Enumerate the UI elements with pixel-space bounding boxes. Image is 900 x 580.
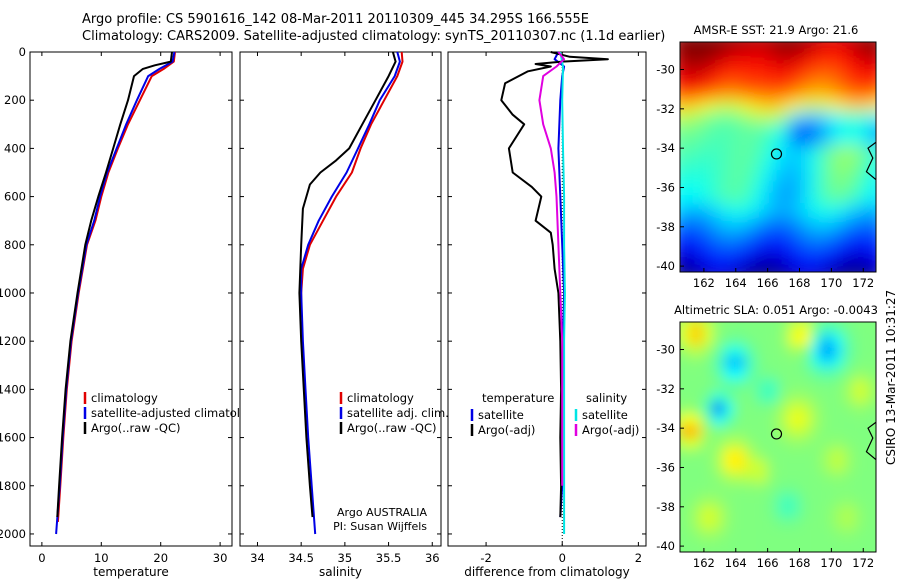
y-tick-label: 1400 [0, 382, 26, 396]
legend-label: Argo(-adj) [582, 423, 639, 437]
map-y-tick-label: -32 [656, 102, 675, 116]
map-x-tick-label: 164 [725, 556, 747, 570]
map-x-tick-label: 168 [789, 556, 811, 570]
legend-label: Argo(-adj) [478, 423, 535, 437]
y-tick-label: 800 [4, 238, 26, 252]
x-tick-label: 0 [559, 551, 566, 565]
x-tick-label: 20 [153, 551, 168, 565]
map-panel-2: Altimetric SLA: 0.051 Argo: -0.0043 162 16… [656, 303, 878, 570]
x-tick-label: 34 [250, 551, 265, 565]
annotation-text: PI: Susan Wijffels [333, 520, 427, 533]
legend-label: satellite-adjusted climatolog [91, 406, 254, 420]
map-x-tick-label: 166 [757, 556, 779, 570]
x-axis-label: salinity [319, 565, 362, 579]
legend-group-heading: temperature [482, 391, 554, 405]
y-tick-label: 200 [4, 93, 26, 107]
y-tick-label: 1800 [0, 479, 26, 493]
y-tick-label: 2000 [0, 527, 26, 541]
x-tick-label: 35 [338, 551, 353, 565]
map-x-tick-label: 170 [820, 276, 842, 290]
legend-label: Argo(..raw -QC) [91, 421, 181, 435]
y-tick-label: 600 [4, 190, 26, 204]
profile-panel-2: 34 34.5 35 35.5 36 salinity climatologysatelli… [239, 51, 449, 579]
map-field [680, 42, 876, 272]
map-y-tick-label: -30 [656, 343, 675, 357]
map-x-tick-label: 172 [852, 556, 874, 570]
legend-label: satellite [582, 408, 628, 422]
map-y-tick-label: -32 [656, 382, 675, 396]
map-y-tick-label: -36 [656, 180, 675, 194]
series-line-argo-raw-qc- [298, 51, 397, 518]
map-y-tick-label: -38 [656, 220, 675, 234]
map-y-tick-label: -30 [656, 63, 675, 77]
map-x-tick-label: 166 [757, 276, 779, 290]
series-line-climatology [300, 51, 404, 318]
series-line-temperature-argo-adj- [500, 51, 609, 518]
map-frame [679, 321, 877, 553]
map-y-tick-label: -34 [656, 421, 675, 435]
series-line-satellite-adj-clim- [300, 51, 401, 535]
y-tick-label: 1000 [0, 286, 26, 300]
x-tick-label: 36 [425, 551, 440, 565]
map-panel-1: AMSR-E SST: 21.9 Argo: 21.6 162 164 166 168 1… [656, 23, 877, 290]
map-y-tick-label: -34 [656, 141, 675, 155]
map-x-tick-label: 172 [852, 276, 874, 290]
profile-panel-3: -2 0 2 difference from climatology temperatu… [447, 51, 647, 579]
legend-group-heading: salinity [586, 391, 627, 405]
profile-panel-1: 0 10 20 30 0 200 400 600 800 1000 1200 1400 1600 1800… [0, 45, 254, 579]
x-axis-label: temperature [93, 565, 168, 579]
map-title: Altimetric SLA: 0.051 Argo: -0.0043 [674, 303, 878, 317]
legend-label: Argo(..raw -QC) [347, 421, 437, 435]
map-x-tick-label: 162 [693, 276, 715, 290]
map-x-tick-label: 168 [789, 276, 811, 290]
series-line-salinity-argo-adj- [538, 51, 566, 486]
profile-location-marker [770, 148, 783, 160]
legend-label: satellite [478, 408, 524, 422]
profile-location-marker [770, 428, 783, 440]
credit-timestamp: CSIRO 13-Mar-2011 10:31:27 [884, 289, 898, 465]
legend-label: satellite adj. clim. [347, 406, 449, 420]
x-tick-label: 34.5 [288, 551, 314, 565]
map-x-tick-label: 170 [820, 556, 842, 570]
chart-title-line1: Argo profile: CS 5901616_142 08-Mar-2011… [82, 12, 590, 27]
y-tick-label: 400 [4, 141, 26, 155]
series-line-salinity-satellite [559, 51, 566, 534]
y-tick-label: 0 [19, 45, 26, 59]
map-y-tick-label: -38 [656, 500, 675, 514]
map-y-tick-label: -36 [656, 460, 675, 474]
map-x-tick-label: 164 [725, 276, 747, 290]
map-y-tick-label: -40 [656, 539, 675, 553]
x-tick-label: 30 [213, 551, 228, 565]
map-y-tick-label: -40 [656, 259, 675, 273]
coastline [865, 421, 876, 461]
x-tick-label: -2 [480, 551, 491, 565]
chart-title-line2: Climatology: CARS2009. Satellite-adjuste… [82, 29, 666, 44]
x-tick-label: 10 [94, 551, 109, 565]
y-tick-label: 1200 [0, 334, 26, 348]
map-title: AMSR-E SST: 21.9 Argo: 21.6 [694, 23, 859, 37]
coastline [865, 141, 876, 181]
map-frame [679, 41, 877, 273]
x-tick-label: 35.5 [376, 551, 402, 565]
x-axis-label: difference from climatology [464, 565, 630, 579]
plot-frame [447, 51, 647, 547]
legend-label: climatology [91, 391, 158, 405]
plot-frame [239, 51, 442, 547]
x-tick-label: 2 [635, 551, 642, 565]
y-tick-label: 1600 [0, 431, 26, 445]
annotation-text: Argo AUSTRALIA [337, 506, 427, 519]
series-line-argo-raw-qc- [56, 51, 173, 518]
map-x-tick-label: 162 [693, 556, 715, 570]
legend-label: climatology [347, 391, 414, 405]
x-tick-label: 0 [38, 551, 45, 565]
plot-frame [29, 51, 233, 547]
map-field [680, 322, 876, 552]
